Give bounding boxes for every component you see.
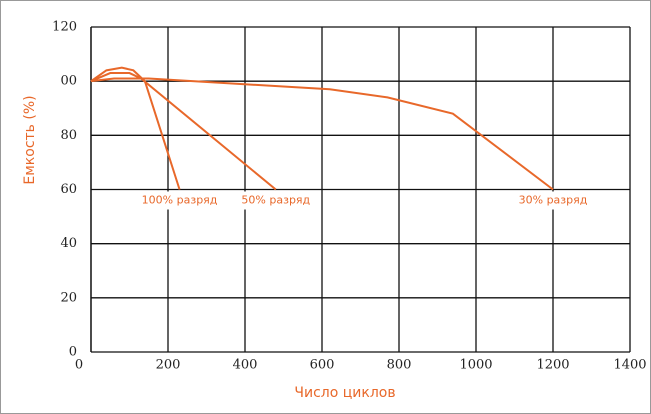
- y-tick-label: 80: [60, 128, 77, 143]
- x-tick-label: 0: [75, 358, 83, 373]
- label-bg: [235, 191, 316, 210]
- x-tick-label: 600: [310, 358, 335, 373]
- y-tick-label: 20: [60, 290, 77, 305]
- y-tick-label: 00: [60, 74, 77, 89]
- annotation: 100% разряд: [142, 194, 218, 207]
- annotation: 30% разряд: [519, 194, 588, 207]
- x-tick-label: 1400: [613, 358, 646, 373]
- label-bg: [513, 191, 593, 210]
- x-axis-label: Число циклов: [294, 385, 395, 401]
- x-tick-label: 800: [387, 358, 412, 373]
- line: [90, 72, 277, 191]
- line: [90, 66, 181, 190]
- x-tick-label: 200: [156, 358, 181, 373]
- annotation: 50% разряд: [241, 194, 310, 207]
- y-tick-label: 120: [52, 20, 77, 35]
- y-tick-label: 60: [60, 182, 77, 197]
- x-tick-label: 1200: [536, 358, 569, 373]
- line: [90, 77, 554, 191]
- y-tick-label: 0: [69, 345, 77, 360]
- x-tick-label: 1000: [459, 358, 492, 373]
- x-tick-label: 400: [233, 358, 258, 373]
- y-tick-label: 40: [60, 236, 77, 251]
- label-bg: [139, 191, 220, 210]
- y-axis-label: Емкость (%): [22, 95, 38, 184]
